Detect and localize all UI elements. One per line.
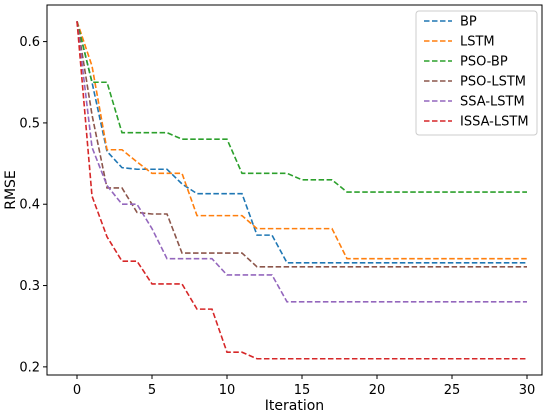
y-tick-label: 0.2 (19, 360, 40, 375)
legend-box (415, 10, 538, 136)
series-line-ssa-lstm (76, 21, 527, 303)
series-line-lstm (76, 21, 527, 260)
series-line-bp (76, 21, 527, 264)
legend-label-pso-lstm: PSO-LSTM (460, 75, 526, 90)
x-tick-label: 25 (444, 383, 461, 398)
series-line-issa-lstm (76, 21, 527, 360)
y-tick-label: 0.4 (19, 198, 40, 213)
legend-label-issa-lstm: ISSA-LSTM (460, 115, 529, 130)
x-tick-label: 10 (219, 383, 236, 398)
x-tick-label: 15 (294, 383, 311, 398)
legend-label-bp: BP (460, 15, 477, 30)
y-tick-label: 0.6 (19, 35, 40, 50)
y-tick-label: 0.5 (19, 116, 40, 131)
legend-label-lstm: LSTM (460, 35, 495, 50)
legend-label-pso-bp: PSO-BP (460, 55, 508, 70)
legend: BP LSTM PSO-BP PSO-LSTM SSA-LSTM ISSA-LSTM (415, 10, 538, 136)
x-tick-label: 5 (148, 383, 156, 398)
series-layer (76, 21, 527, 360)
axis-layer: 0 5 10 15 20 25 30 0.2 0.3 0.4 0.5 0.6 (19, 35, 535, 398)
series-line-pso-bp (76, 21, 527, 193)
y-tick-label: 0.3 (19, 279, 40, 294)
legend-label-ssa-lstm: SSA-LSTM (460, 95, 525, 110)
y-axis-label: RMSE (3, 170, 19, 210)
x-tick-label: 20 (369, 383, 386, 398)
series-line-pso-lstm (76, 21, 527, 268)
x-tick-label: 30 (519, 383, 536, 398)
x-tick-label: 0 (73, 383, 81, 398)
x-axis-label: Iteration (265, 398, 324, 414)
